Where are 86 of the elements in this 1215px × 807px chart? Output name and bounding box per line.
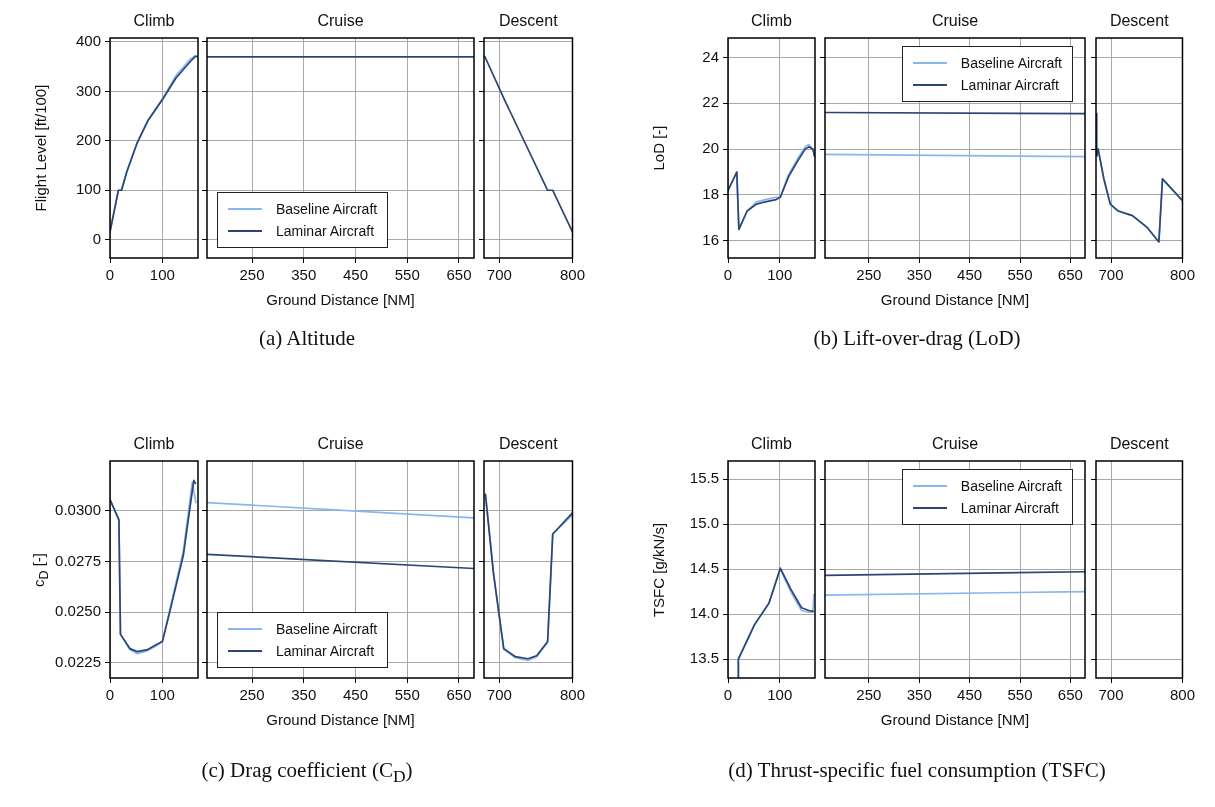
x-axis-title: Ground Distance [NM] <box>266 711 415 729</box>
chart-title: Descent <box>1109 12 1170 30</box>
chart-title: Climb <box>751 12 793 30</box>
x-tick-label: 650 <box>1057 266 1083 284</box>
x-tick-label: 100 <box>149 266 175 284</box>
chart-title: Cruise <box>317 12 364 30</box>
y-tick-label: 200 <box>75 130 101 148</box>
legend-label: Baseline Aircraft <box>276 621 378 637</box>
legend-label: Baseline Aircraft <box>960 478 1062 494</box>
x-tick-label: 550 <box>1007 266 1033 284</box>
x-tick-label: 350 <box>291 266 317 284</box>
x-tick-label: 700 <box>1098 266 1124 284</box>
y-tick-label: 16 <box>702 230 719 248</box>
y-axis-title: LoD [-] <box>649 125 667 171</box>
x-tick-label: 100 <box>767 686 793 704</box>
y-tick-label: 0.0250 <box>55 602 101 620</box>
y-tick-label: 0.0275 <box>55 551 101 569</box>
y-tick-label: 15.5 <box>689 469 719 487</box>
y-axis-title: TSFC [g/kN/s] <box>649 522 667 617</box>
chart-title: Climb <box>133 12 175 30</box>
x-tick-label: 0 <box>105 686 115 704</box>
x-tick-label: 700 <box>486 266 512 284</box>
y-tick-label: 0.0225 <box>55 652 101 670</box>
legend-label: Laminar Aircraft <box>960 500 1059 516</box>
x-tick-label: 0 <box>105 266 115 284</box>
x-tick-label: 450 <box>957 686 983 704</box>
y-tick-label: 20 <box>702 139 719 157</box>
x-tick-label: 650 <box>1057 686 1083 704</box>
chart-title: Cruise <box>931 12 979 30</box>
x-tick-label: 650 <box>446 266 472 284</box>
x-tick-label: 700 <box>486 686 512 704</box>
y-tick-label: 0.0300 <box>55 500 101 518</box>
x-tick-label: 550 <box>394 686 420 704</box>
x-tick-label: 800 <box>559 266 585 284</box>
x-tick-label: 800 <box>559 686 585 704</box>
text: (a) Altitude <box>258 326 356 351</box>
x-axis-title: Ground Distance [NM] <box>266 291 415 309</box>
x-tick-label: 450 <box>957 266 983 284</box>
chart-title: Cruise <box>317 435 364 453</box>
y-tick-label: 22 <box>702 93 719 111</box>
y-axis-title: Flight Level [ft/100] <box>31 84 49 212</box>
x-tick-label: 550 <box>394 266 420 284</box>
text: (b) Lift-over-drag (LoD) <box>813 326 1021 351</box>
chart-title: Descent <box>1109 435 1170 453</box>
x-tick-label: 250 <box>239 686 265 704</box>
x-tick-label: 0 <box>723 266 733 284</box>
legend-label: Baseline Aircraft <box>960 55 1062 71</box>
y-tick-label: 24 <box>702 47 719 65</box>
y-tick-label: 400 <box>75 32 101 50</box>
chart-title: Climb <box>751 435 793 453</box>
x-tick-label: 250 <box>856 266 882 284</box>
y-tick-label: 100 <box>75 180 101 198</box>
legend-label: Laminar Aircraft <box>276 223 375 239</box>
x-axis-title: Ground Distance [NM] <box>880 711 1030 729</box>
x-tick-label: 450 <box>342 266 369 284</box>
x-tick-label: 450 <box>342 686 369 704</box>
y-tick-label: 0 <box>92 229 101 247</box>
text: (d) Thrust-specific fuel consumption (TSFC) <box>728 758 1106 783</box>
x-tick-label: 350 <box>291 686 317 704</box>
y-tick-label: 15.0 <box>689 514 719 532</box>
x-tick-label: 100 <box>767 266 793 284</box>
x-tick-label: 800 <box>1169 686 1195 704</box>
y-tick-label: 14.5 <box>689 559 719 577</box>
chart-title: Descent <box>498 435 559 453</box>
x-tick-label: 350 <box>906 686 932 704</box>
y-tick-label: 300 <box>75 81 101 99</box>
legend-label: Baseline Aircraft <box>276 201 378 217</box>
chart-title: Descent <box>498 12 559 30</box>
x-tick-label: 800 <box>1169 266 1195 284</box>
text: (c) Drag coefficient (C$_{D}$) <box>201 758 413 788</box>
x-tick-label: 650 <box>446 686 472 704</box>
x-axis-title: Ground Distance [NM] <box>880 291 1030 309</box>
x-tick-label: 0 <box>723 686 733 704</box>
y-tick-label: 18 <box>702 185 719 203</box>
x-tick-label: 550 <box>1007 686 1033 704</box>
x-tick-label: 250 <box>239 266 265 284</box>
x-tick-label: 100 <box>149 686 175 704</box>
x-tick-label: 700 <box>1098 686 1124 704</box>
chart-title: Cruise <box>931 435 979 453</box>
y-tick-label: 13.5 <box>689 649 719 667</box>
x-tick-label: 250 <box>856 686 882 704</box>
x-tick-label: 350 <box>906 266 932 284</box>
chart-title: Climb <box>133 435 175 453</box>
y-tick-label: 14.0 <box>689 604 719 622</box>
legend-label: Laminar Aircraft <box>276 643 375 659</box>
legend-label: Laminar Aircraft <box>960 77 1059 93</box>
